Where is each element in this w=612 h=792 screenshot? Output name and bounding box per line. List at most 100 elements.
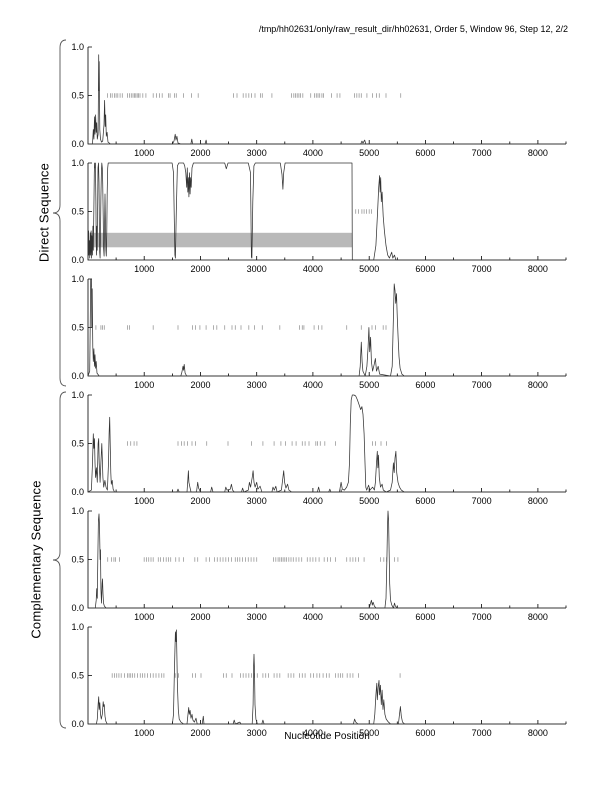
x-tick-label: 2000	[190, 728, 210, 738]
panel-complementary-1-plot: 1.0 0.5 0.0 1000 2000 3000 4000 5000 6000 7000 800…	[71, 390, 567, 506]
x-tick-label: 4000	[303, 380, 323, 390]
y-tick-label: 0.0	[71, 255, 84, 265]
x-tick-label: 6000	[415, 264, 435, 274]
panel-complementary-2: 1.0 0.5 0.0 1000 2000 3000 4000 5000 6000 7000 800…	[50, 506, 580, 628]
axis-frame	[87, 626, 567, 725]
x-tick-label: 8000	[528, 380, 548, 390]
dash-marks	[355, 209, 372, 214]
panel-complementary-3: 1.0 0.5 0.0 1000 2000 3000 4000 5000 6000 7000 800…	[50, 622, 580, 744]
curve-path	[88, 510, 566, 609]
curve-path	[87, 394, 566, 493]
y-tick-label: 0.5	[71, 323, 84, 333]
x-tick-label: 1000	[134, 496, 154, 506]
x-tick-label: 2000	[190, 264, 210, 274]
x-tick-label: 6000	[415, 728, 435, 738]
y-tick-label: 1.0	[71, 159, 84, 168]
x-tick-label: 5000	[359, 380, 379, 390]
x-tick-label: 1000	[134, 380, 154, 390]
y-tick-label: 0.0	[71, 139, 84, 149]
x-tick-label: 2000	[190, 496, 210, 506]
complementary-sequence-label: Complementary Sequence	[28, 480, 44, 639]
x-tick-label: 5000	[359, 612, 379, 622]
y-tick-label: 1.0	[71, 391, 84, 400]
x-tick-label: 3000	[247, 728, 267, 738]
y-tick-label: 0.5	[71, 91, 84, 101]
panel-direct-1-plot: 1.0 0.5 0.0 1000 2000 3000 4000 5000 6000 7000 800…	[71, 42, 567, 158]
direct-group-brace	[52, 39, 67, 387]
x-tick-label: 3000	[247, 612, 267, 622]
x-tick-label: 8000	[528, 148, 548, 158]
y-tick-label: 1.0	[71, 623, 84, 632]
y-tick-label: 0.5	[71, 555, 84, 565]
x-tick-label: 2000	[190, 380, 210, 390]
x-tick-label: 1000	[134, 264, 154, 274]
x-tick-label: 1000	[134, 148, 154, 158]
x-tick-label: 6000	[415, 612, 435, 622]
axis-frame	[87, 278, 567, 377]
x-tick-label: 7000	[472, 728, 492, 738]
dash-marks	[95, 325, 387, 330]
panel-direct-2: 1.0 0.5 0.0 1000 2000 3000 4000 5000 6000 7000 800…	[50, 158, 580, 280]
page-title: /tmp/hh02631/only/raw_result_dir/hh02631…	[258, 24, 568, 34]
x-tick-label: 8000	[528, 264, 548, 274]
curve-path	[87, 162, 566, 261]
x-tick-label: 1000	[134, 728, 154, 738]
x-tick-label: 7000	[472, 380, 492, 390]
dash-marks	[107, 557, 399, 562]
panel-direct-2-plot: 1.0 0.5 0.0 1000 2000 3000 4000 5000 6000 7000 800…	[71, 158, 567, 274]
x-tick-label: 7000	[472, 148, 492, 158]
y-tick-label: 1.0	[71, 43, 84, 52]
panel-direct-1: 1.0 0.5 0.0 1000 2000 3000 4000 5000 6000 7000 800…	[50, 42, 580, 164]
x-tick-label: 3000	[247, 264, 267, 274]
x-axis-title: Nucleotide Position	[284, 731, 370, 742]
complementary-group-brace	[52, 391, 67, 729]
y-tick-label: 0.5	[71, 671, 84, 681]
x-tick-label: 7000	[472, 612, 492, 622]
panel-complementary-2-plot: 1.0 0.5 0.0 1000 2000 3000 4000 5000 6000 7000 800…	[71, 506, 567, 622]
x-tick-label: 1000	[134, 612, 154, 622]
curve-path	[87, 278, 566, 377]
panel-direct-3: 1.0 0.5 0.0 1000 2000 3000 4000 5000 6000 7000 800…	[50, 274, 580, 396]
x-tick-label: 7000	[472, 264, 492, 274]
y-tick-label: 0.5	[71, 207, 84, 217]
x-tick-label: 6000	[415, 148, 435, 158]
dash-marks	[111, 673, 401, 678]
x-tick-label: 6000	[415, 380, 435, 390]
x-tick-label: 5000	[359, 496, 379, 506]
shaded-region	[90, 232, 353, 248]
y-tick-label: 0.0	[71, 487, 84, 497]
curve-path	[88, 54, 566, 145]
x-tick-label: 6000	[415, 496, 435, 506]
x-tick-label: 5000	[359, 264, 379, 274]
x-tick-label: 4000	[303, 612, 323, 622]
x-tick-label: 8000	[528, 728, 548, 738]
x-tick-label: 8000	[528, 612, 548, 622]
x-tick-label: 4000	[303, 264, 323, 274]
x-tick-label: 3000	[247, 380, 267, 390]
dash-marks	[127, 441, 387, 446]
x-tick-label: 2000	[190, 612, 210, 622]
y-tick-label: 1.0	[71, 507, 84, 516]
dash-marks	[107, 93, 402, 98]
axis-frame	[87, 394, 567, 493]
x-tick-label: 5000	[359, 728, 379, 738]
y-tick-label: 0.0	[71, 603, 84, 613]
x-tick-label: 4000	[303, 728, 323, 738]
x-tick-label: 5000	[359, 148, 379, 158]
y-tick-label: 1.0	[71, 275, 84, 284]
x-tick-label: 7000	[472, 496, 492, 506]
panel-complementary-3-plot: 1.0 0.5 0.0 1000 2000 3000 4000 5000 6000 7000 800…	[71, 622, 567, 738]
y-tick-label: 0.5	[71, 439, 84, 449]
x-tick-label: 4000	[303, 496, 323, 506]
panel-complementary-1: 1.0 0.5 0.0 1000 2000 3000 4000 5000 6000 7000 800…	[50, 390, 580, 512]
x-tick-label: 3000	[247, 496, 267, 506]
axis-frame	[87, 510, 567, 609]
y-tick-label: 0.0	[71, 719, 84, 729]
x-tick-label: 8000	[528, 496, 548, 506]
x-tick-label: 4000	[303, 148, 323, 158]
group-braces-layer	[52, 39, 67, 729]
y-tick-label: 0.0	[71, 371, 84, 381]
x-tick-label: 3000	[247, 148, 267, 158]
curve-path	[88, 629, 566, 725]
